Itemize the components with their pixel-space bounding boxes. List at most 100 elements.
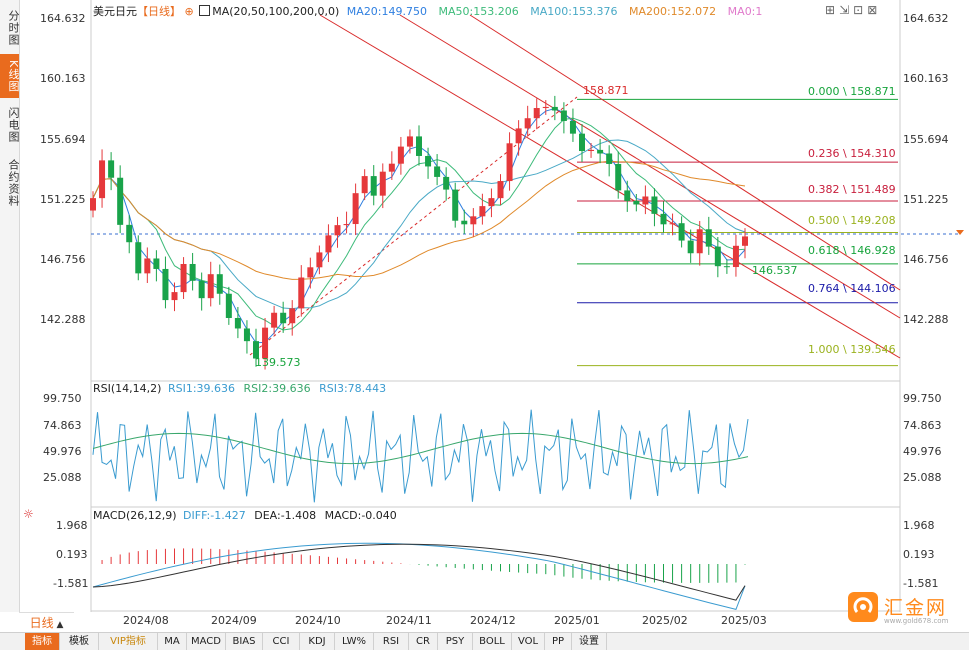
tab-ma[interactable]: MA: [158, 633, 187, 650]
candle-body: [506, 143, 513, 182]
trend-channel: [249, 14, 901, 359]
candle-body: [660, 213, 667, 225]
candle-body: [452, 189, 459, 221]
rsi-tick-left: 74.863: [43, 419, 82, 432]
period-tab-label: 日线: [29, 616, 54, 630]
macd-tick-left: 1.968: [56, 519, 88, 532]
tab-flash[interactable]: 闪电图: [7, 107, 20, 143]
rsi-label: RSI(14,14,2): [93, 382, 162, 395]
tab-lw[interactable]: LW%: [335, 633, 374, 650]
tab-template[interactable]: 模板: [60, 633, 99, 650]
tab-indicator[interactable]: 指标: [25, 633, 60, 650]
y-tick-left: 151.225: [40, 193, 86, 206]
candle-body: [470, 216, 477, 225]
candle-body: [334, 225, 341, 236]
tab-cci[interactable]: CCI: [263, 633, 300, 650]
fib-label: 1.000 \ 139.546: [808, 343, 896, 356]
candle-body: [207, 274, 214, 299]
candle-body: [117, 177, 124, 225]
fib-label: 0.236 \ 154.310: [808, 147, 896, 160]
fib-label: 0.382 \ 151.489: [808, 183, 896, 196]
x-tick: 2024/12: [470, 614, 516, 627]
tab-contract-info[interactable]: 合约资料: [7, 159, 20, 207]
window-controls: ⊞⇲⊡⊠: [825, 3, 881, 17]
candle-body: [696, 229, 703, 254]
candle-body: [406, 136, 413, 147]
close-icon[interactable]: ⊠: [867, 3, 882, 17]
tab-kline[interactable]: K线图: [0, 54, 20, 98]
x-tick: 2025/02: [642, 614, 688, 627]
candle-body: [742, 236, 748, 246]
expand-icon[interactable]: ⇲: [839, 3, 854, 17]
rsi-tick-right: 49.976: [903, 445, 942, 458]
candle-body: [588, 149, 595, 152]
macd-tick-left: 0.193: [56, 548, 88, 561]
tab-boll[interactable]: BOLL: [473, 633, 512, 650]
y-tick-left: 146.756: [40, 253, 86, 266]
candle-body: [597, 149, 604, 154]
tab-rsi[interactable]: RSI: [374, 633, 409, 650]
macd-settings-icon[interactable]: ☼: [23, 507, 34, 521]
candle-body: [379, 171, 386, 196]
candle-body: [551, 106, 558, 111]
candle-body: [714, 246, 721, 267]
fibonacci-retracement: [91, 98, 960, 367]
candle-body: [280, 312, 287, 324]
channel-middle: [399, 14, 901, 319]
ma-toggle-icon[interactable]: [199, 5, 211, 16]
candle-body: [90, 198, 96, 211]
panel-borders: [90, 0, 901, 612]
tab-settings[interactable]: 设置: [572, 633, 607, 650]
candle-body: [633, 200, 640, 205]
period-label: 【日线】: [137, 5, 181, 18]
candle-body: [171, 292, 178, 301]
tab-time-sharing[interactable]: 分时图: [7, 10, 20, 46]
candle-body: [705, 229, 712, 247]
tab-vol[interactable]: VOL: [512, 633, 545, 650]
candle-body: [732, 245, 739, 268]
macd-tick-right: 1.968: [903, 519, 935, 532]
x-tick: 2024/11: [386, 614, 432, 627]
tab-bias[interactable]: BIAS: [226, 633, 263, 650]
tab-kdj[interactable]: KDJ: [300, 633, 335, 650]
low-annotation: 139.573: [255, 356, 301, 369]
ma50-value: MA50:153.206: [438, 5, 519, 18]
candle-body: [225, 293, 232, 318]
tab-cr[interactable]: CR: [409, 633, 438, 650]
candle-body: [560, 110, 567, 121]
logo-url: www.gold678.com: [884, 617, 949, 625]
candle-body: [234, 318, 241, 329]
restore-icon[interactable]: ⊡: [853, 3, 868, 17]
candle-body: [307, 267, 314, 278]
brand-logo: 汇金网 www.gold678.com: [848, 589, 966, 629]
x-tick: 2024/10: [295, 614, 341, 627]
y-tick-right: 160.163: [903, 72, 949, 85]
ma-label: MA(20,50,100,200,0,0): [212, 5, 340, 18]
rsi-series: [92, 409, 749, 503]
logo-text: 汇金网: [884, 597, 948, 619]
tab-psy[interactable]: PSY: [438, 633, 473, 650]
candlestick-series[interactable]: [90, 95, 748, 370]
candle-body: [461, 220, 468, 225]
settings-icon[interactable]: ⊕: [184, 5, 194, 18]
candle-body: [651, 196, 658, 214]
candle-body: [669, 223, 676, 225]
candle-body: [162, 268, 169, 301]
diff-value: DIFF:-1.427: [183, 509, 246, 522]
symbol-name: 美元日元: [93, 5, 137, 18]
y-tick-left: 142.288: [40, 313, 86, 326]
rsi1-value: RSI1:39.636: [167, 382, 236, 395]
grid-icon[interactable]: ⊞: [825, 3, 840, 17]
x-tick: 2025/01: [554, 614, 600, 627]
candle-body: [316, 252, 323, 268]
tab-pp[interactable]: PP: [545, 633, 572, 650]
candle-body: [361, 176, 368, 194]
tab-macd[interactable]: MACD: [187, 633, 226, 650]
macd-tick-right: 0.193: [903, 548, 935, 561]
tab-vip-indicator[interactable]: VIP指标: [99, 633, 158, 650]
period-tab-daily[interactable]: 日线 ▲: [19, 612, 74, 633]
high-annotation: 158.871: [583, 84, 629, 97]
ma0-value: MA0:1: [727, 5, 763, 18]
